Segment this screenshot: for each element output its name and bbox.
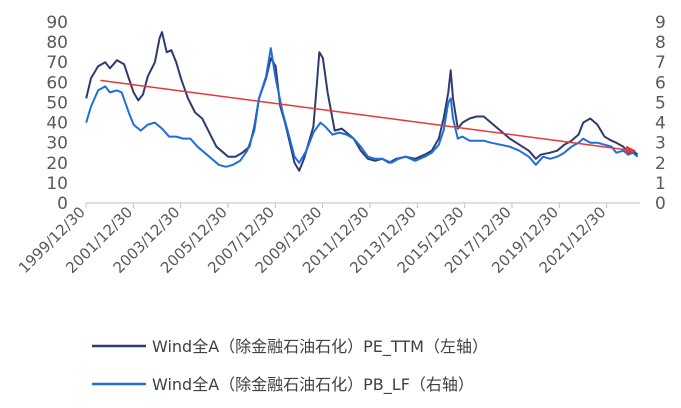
left-tick-label: 70: [46, 53, 68, 73]
right-tick-label: 6: [655, 73, 666, 93]
series-layer: [85, 31, 639, 172]
right-tick-label: 9: [655, 13, 666, 33]
left-tick-label: 20: [46, 154, 68, 174]
right-tick-label: 7: [655, 53, 666, 73]
left-tick-label: 30: [46, 134, 68, 154]
right-tick-label: 0: [655, 194, 666, 214]
legend: Wind全A（除金融石油石化）PE_TTM（左轴） Wind全A（除金融石油石化…: [92, 337, 488, 395]
trend-arrow: [100, 79, 633, 150]
right-tick-label: 8: [655, 33, 666, 53]
left-tick-label: 90: [46, 13, 68, 33]
right-tick-label: 3: [655, 134, 666, 154]
legend-label-pb: Wind全A（除金融石油石化）PB_LF（右轴）: [152, 375, 474, 395]
right-tick-label: 5: [655, 93, 666, 113]
left-tick-label: 80: [46, 33, 68, 53]
left-tick-label: 10: [46, 174, 68, 194]
right-tick-label: 1: [655, 174, 666, 194]
right-tick-label: 2: [655, 154, 666, 174]
right-tick-label: 4: [655, 114, 666, 134]
series-pb-lf-line: [85, 47, 639, 168]
series-pe-ttm-line: [85, 31, 639, 172]
x-axis-ticks: 1999/12/302001/12/302003/12/302005/12/30…: [15, 203, 609, 277]
left-tick-label: 60: [46, 73, 68, 93]
left-tick-label: 50: [46, 93, 68, 113]
left-tick-label: 40: [46, 114, 68, 134]
legend-label-pe: Wind全A（除金融石油石化）PE_TTM（左轴）: [152, 337, 488, 357]
left-tick-label: 0: [57, 194, 68, 214]
